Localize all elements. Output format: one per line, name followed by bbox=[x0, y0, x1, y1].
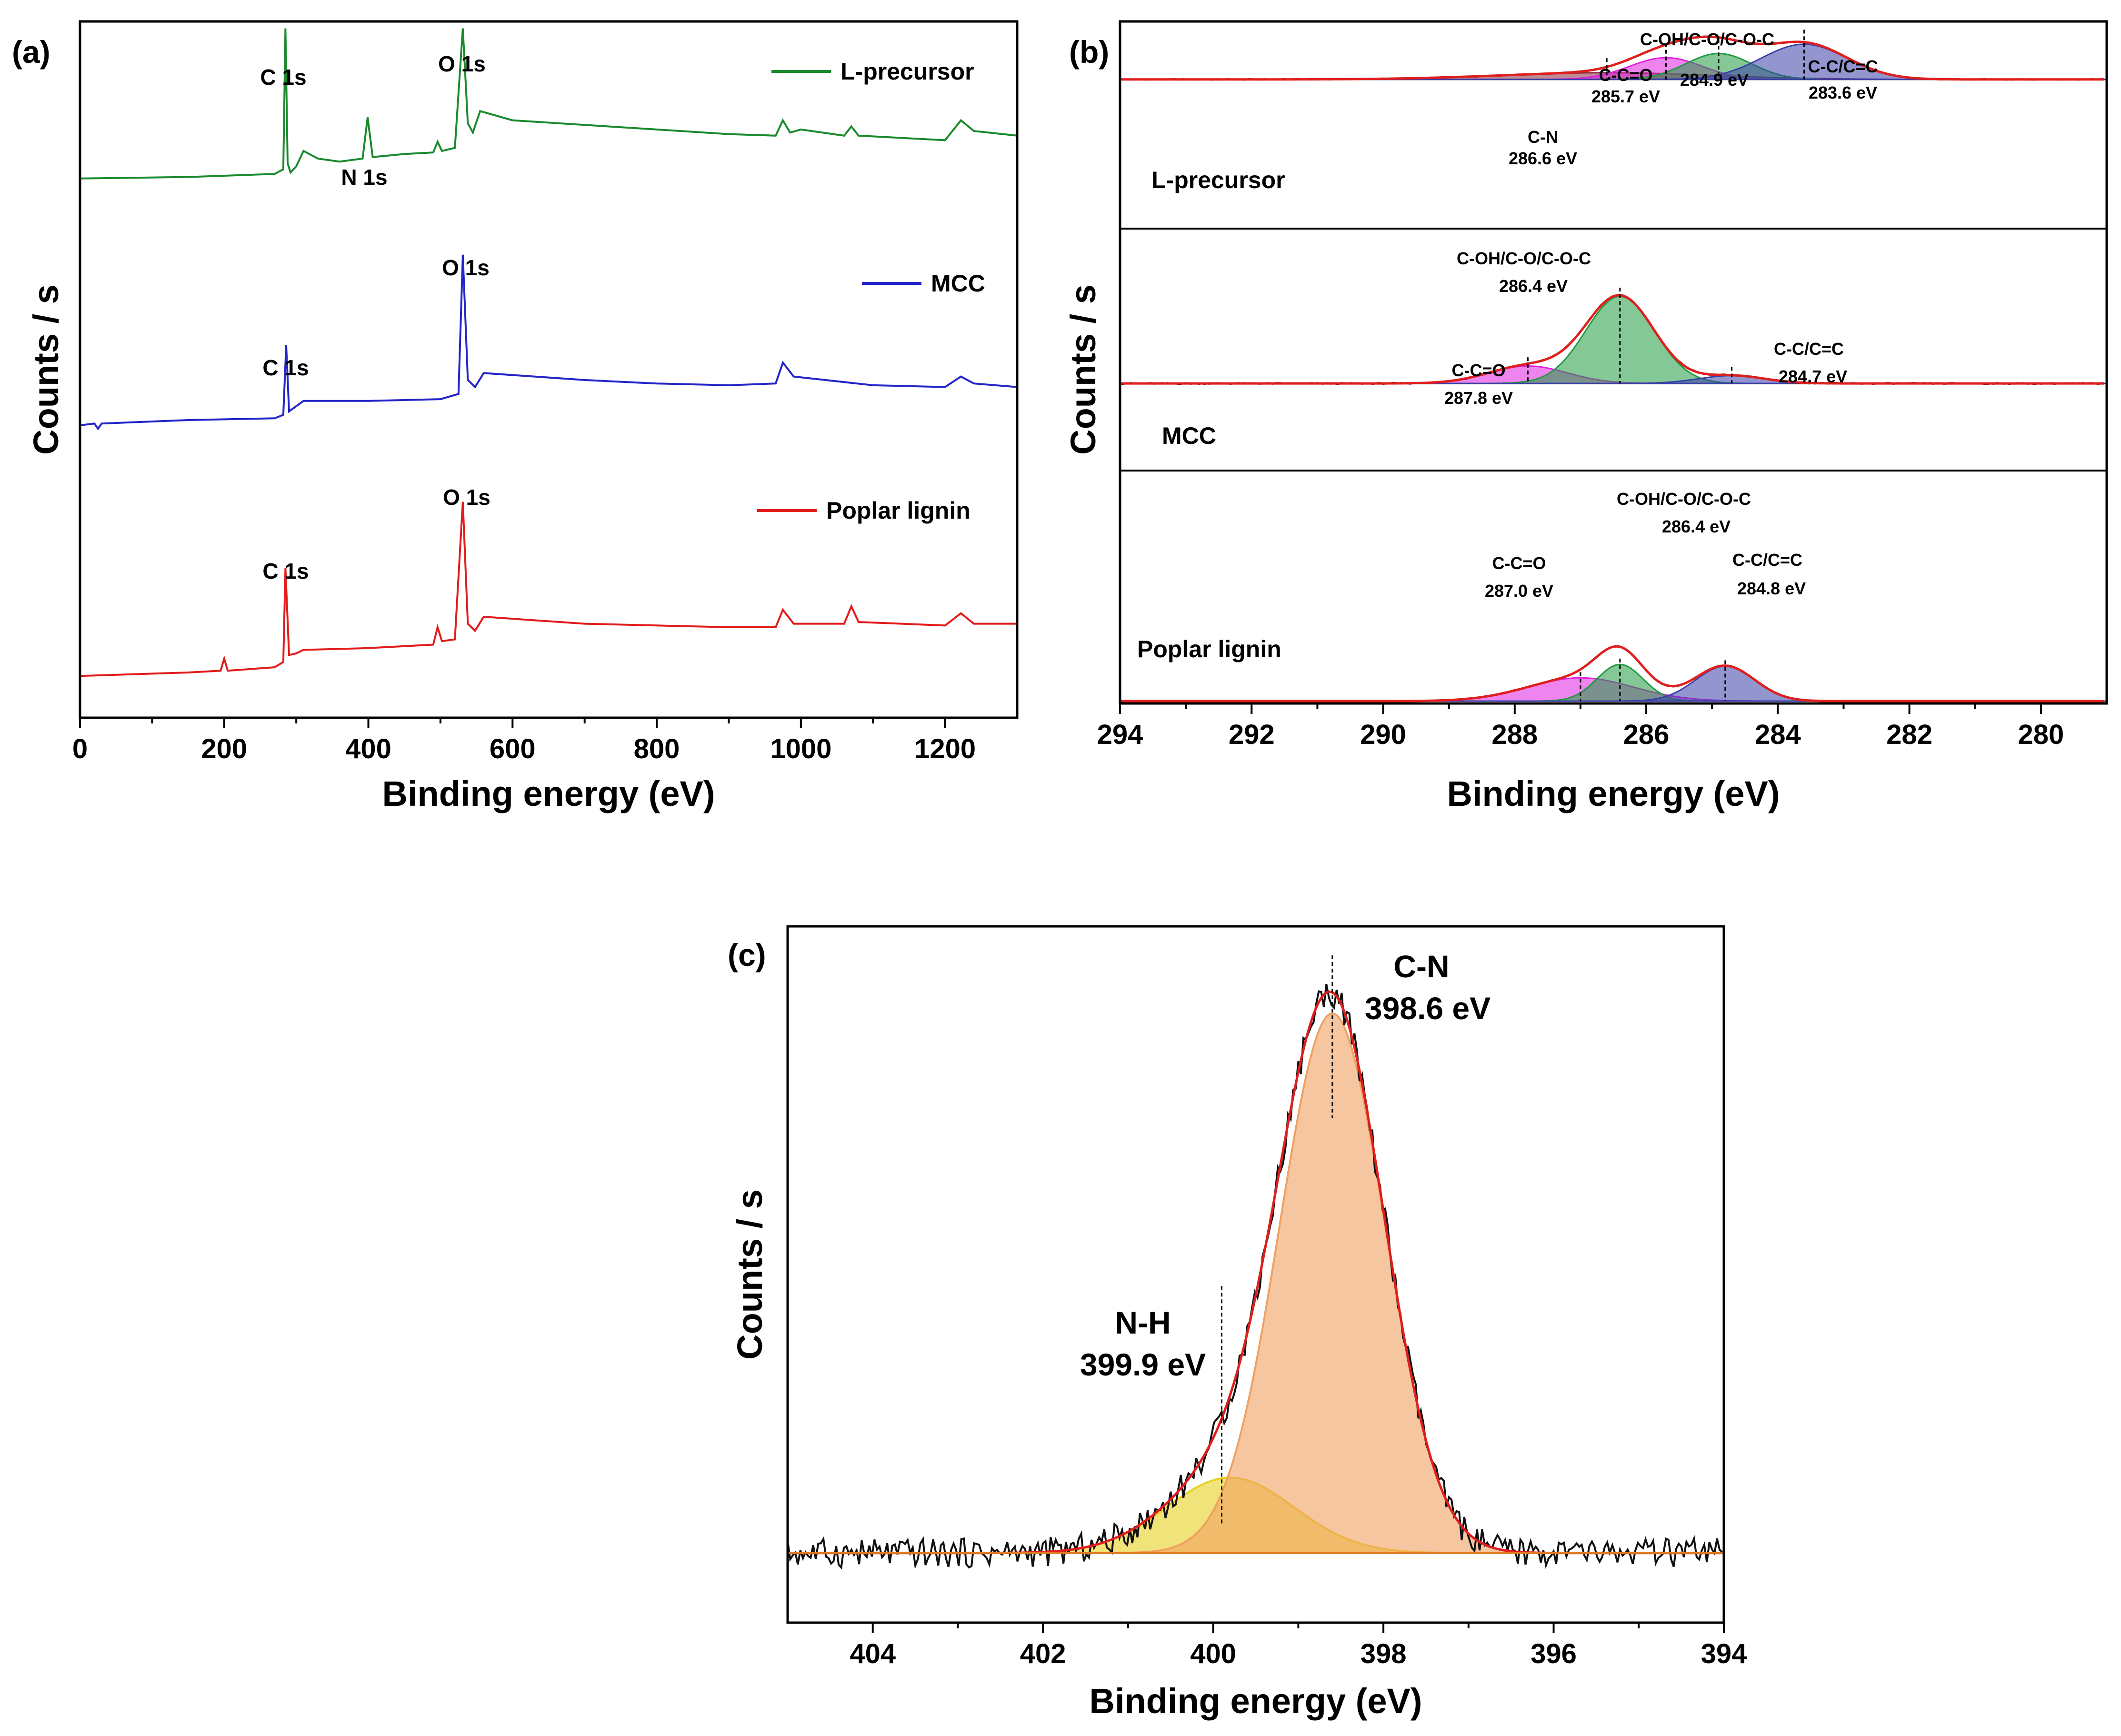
panel-a-xtick-label-600: 600 bbox=[490, 733, 536, 764]
panel-b-xtick-label-292: 292 bbox=[1229, 719, 1275, 750]
envelope-mcc bbox=[1120, 294, 2104, 385]
panel-b-xtick-label-294: 294 bbox=[1097, 719, 1143, 750]
panel-b-xtick-label-284: 284 bbox=[1755, 719, 1801, 750]
panel-a-xtick-label-1200: 1200 bbox=[914, 733, 976, 764]
subpanel-name-l-precursor: L-precursor bbox=[1151, 167, 1285, 193]
panel-b-xtick-label-280: 280 bbox=[2018, 719, 2064, 750]
annot-lp-cn-label: C-N bbox=[1528, 127, 1558, 147]
subpanel-name-mcc: MCC bbox=[1162, 422, 1216, 449]
peak-label-mcc-c1s: C 1s bbox=[262, 355, 309, 380]
envelope-poplar-lignin bbox=[1120, 645, 2104, 702]
panel-a-frame bbox=[79, 20, 1019, 719]
annot-pl-cc-label: C-C/C=C bbox=[1732, 550, 1802, 570]
panel-a-xtick-label-400: 400 bbox=[345, 733, 391, 764]
panel-a-xticks: 0 200 400 600 800 1000 1200 bbox=[72, 718, 976, 764]
panel-a: (a) Counts / s Binding energy (eV) 0 200 4… bbox=[12, 20, 1019, 813]
panel-b: (b) Counts / s Binding energy (eV) 294 29… bbox=[1063, 20, 2108, 813]
component-poplar-lignin-c-oh-c-o-c-o-c bbox=[1120, 663, 2107, 702]
peak-label-l-precursor-n1s: N 1s bbox=[341, 165, 387, 190]
annot-mcc-cc-label: C-C/C=C bbox=[1774, 339, 1844, 359]
subpanel-name-poplar-lignin: Poplar lignin bbox=[1137, 636, 1281, 662]
annot-mcc-cco-energy: 287.8 eV bbox=[1444, 388, 1513, 408]
panel-c: (c) Counts / s Binding energy (eV) 404 40… bbox=[728, 925, 1747, 1721]
peak-label-poplar-lignin-o1s: O 1s bbox=[443, 485, 490, 510]
panel-b-xtick-label-282: 282 bbox=[1886, 719, 1932, 750]
panel-c-ylabel: Counts / s bbox=[730, 1189, 770, 1360]
panel-b-fits bbox=[1120, 30, 2107, 702]
panel-c-xtick-label-394: 394 bbox=[1701, 1638, 1747, 1669]
panel-c-xtick-label-404: 404 bbox=[850, 1638, 896, 1669]
legend-label-l-precursor: L-precursor bbox=[840, 58, 974, 85]
panel-a-xtick-label-800: 800 bbox=[634, 733, 680, 764]
annot-pl-coh-label: C-OH/C-O/C-O-C bbox=[1617, 489, 1751, 509]
annot-lp-cco-energy: 285.7 eV bbox=[1591, 87, 1660, 106]
annot-c-cn-label: C-N bbox=[1393, 949, 1449, 984]
annot-mcc-coh-label: C-OH/C-O/C-O-C bbox=[1457, 249, 1591, 268]
annot-mcc-cco-label: C-C=O bbox=[1451, 361, 1505, 380]
annot-c-nh-label: N-H bbox=[1115, 1305, 1171, 1340]
panel-c-xlabel: Binding energy (eV) bbox=[1090, 1681, 1422, 1721]
panel-b-label: (b) bbox=[1069, 34, 1109, 70]
annot-lp-coh-energy: 284.9 eV bbox=[1680, 70, 1749, 90]
annot-mcc-cc-energy: 284.7 eV bbox=[1779, 367, 1847, 386]
panel-b-ylabel: Counts / s bbox=[1063, 284, 1103, 455]
panel-a-xlabel: Binding energy (eV) bbox=[382, 774, 715, 813]
annot-lp-coh-label: C-OH/C-O/C-O-C bbox=[1640, 30, 1774, 49]
panel-c-frame bbox=[786, 925, 1725, 1624]
peak-label-poplar-lignin-c1s: C 1s bbox=[262, 559, 309, 583]
annot-pl-coh-energy: 286.4 eV bbox=[1662, 517, 1731, 536]
legend-label-mcc: MCC bbox=[931, 270, 985, 297]
panel-b-xticks: 294 292 290 288 286 284 282 280 bbox=[1097, 703, 2064, 750]
annot-lp-cc-label: C-C/C=C bbox=[1808, 57, 1878, 76]
panel-c-label: (c) bbox=[728, 937, 766, 973]
annot-c-cn-energy: 398.6 eV bbox=[1365, 991, 1491, 1026]
panel-b-frame bbox=[1119, 20, 2108, 705]
annot-lp-cc-energy: 283.6 eV bbox=[1809, 83, 1877, 102]
component-c-c-n bbox=[788, 1012, 1724, 1554]
component-mcc-c-oh-c-o-c-o-c bbox=[1120, 295, 2107, 384]
panel-c-xtick-label-400: 400 bbox=[1190, 1638, 1236, 1669]
panel-a-xtick-label-200: 200 bbox=[201, 733, 247, 764]
trace-poplar-lignin bbox=[80, 502, 1017, 677]
panel-a-label: (a) bbox=[12, 34, 50, 70]
peak-label-l-precursor-o1s: O 1s bbox=[438, 51, 486, 76]
trace-mcc bbox=[80, 254, 1017, 431]
panel-a-traces bbox=[80, 28, 1017, 677]
annot-pl-cco-label: C-C=O bbox=[1492, 553, 1546, 573]
annot-pl-cco-energy: 287.0 eV bbox=[1485, 581, 1553, 601]
panel-a-xtick-label-0: 0 bbox=[72, 733, 88, 764]
legend-label-poplar-lignin: Poplar lignin bbox=[826, 497, 970, 524]
panel-c-xtick-label-398: 398 bbox=[1361, 1638, 1407, 1669]
panel-b-xtick-label-290: 290 bbox=[1360, 719, 1406, 750]
panel-c-xtick-label-402: 402 bbox=[1020, 1638, 1066, 1669]
trace-l-precursor bbox=[80, 28, 1017, 180]
panel-a-ylabel: Counts / s bbox=[26, 284, 66, 455]
panel-c-xticks: 404 402 400 398 396 394 bbox=[850, 1623, 1747, 1669]
panel-c-xtick-label-396: 396 bbox=[1531, 1638, 1577, 1669]
panel-b-xtick-label-286: 286 bbox=[1623, 719, 1670, 750]
panel-a-xtick-label-1000: 1000 bbox=[770, 733, 831, 764]
annot-lp-cco-label: C-C=O bbox=[1599, 65, 1652, 85]
annot-pl-cc-energy: 284.8 eV bbox=[1737, 579, 1806, 598]
envelope-l-precursor bbox=[1120, 35, 2104, 81]
annot-lp-cn-energy: 286.6 eV bbox=[1509, 149, 1577, 168]
panel-c-fits bbox=[788, 955, 1724, 1570]
peak-label-mcc-o1s: O 1s bbox=[442, 255, 490, 280]
annot-c-nh-energy: 399.9 eV bbox=[1080, 1347, 1206, 1382]
panel-b-xtick-label-288: 288 bbox=[1491, 719, 1538, 750]
panel-b-xlabel: Binding energy (eV) bbox=[1447, 774, 1780, 813]
annot-mcc-coh-energy: 286.4 eV bbox=[1499, 276, 1568, 296]
raw-c bbox=[788, 983, 1723, 1570]
peak-label-l-precursor-c1s: C 1s bbox=[260, 65, 306, 90]
